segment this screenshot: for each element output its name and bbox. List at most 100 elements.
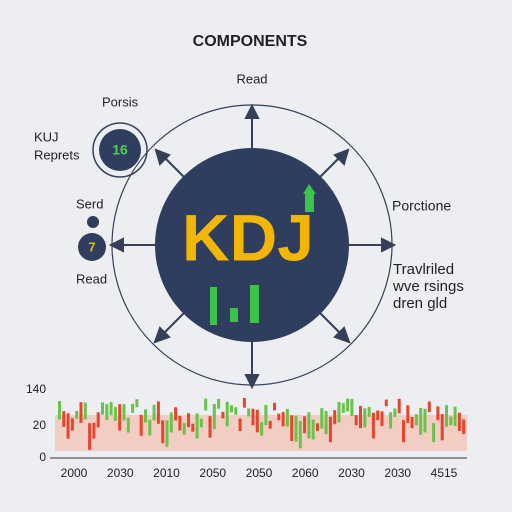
candle — [419, 407, 423, 435]
x-label: 2050 — [199, 466, 226, 480]
candle — [242, 398, 246, 408]
candle — [397, 398, 401, 414]
candle — [230, 405, 233, 413]
candle — [217, 398, 221, 409]
candle — [113, 407, 117, 421]
label: dren gld — [393, 295, 447, 312]
candle — [58, 401, 61, 420]
label: KUJ — [34, 129, 59, 144]
candle — [410, 417, 414, 429]
candle — [66, 413, 70, 439]
candle — [350, 398, 354, 417]
candle — [281, 412, 285, 427]
candle — [148, 419, 152, 436]
candle — [376, 410, 380, 421]
label: Reprets — [34, 147, 80, 162]
candle — [393, 408, 397, 417]
candle — [316, 423, 319, 431]
x-label: 2030 — [384, 466, 411, 480]
y-label: 0 — [39, 450, 46, 464]
candle — [255, 409, 259, 433]
candle — [234, 407, 238, 415]
candle — [333, 410, 337, 425]
center-circle — [155, 148, 349, 342]
candle — [432, 423, 436, 443]
label: Porsis — [102, 94, 139, 109]
candle — [131, 403, 135, 413]
candle — [320, 408, 324, 429]
center-label: KDJ — [182, 200, 314, 274]
badge — [99, 129, 141, 171]
candle — [144, 409, 147, 423]
candle — [453, 406, 457, 427]
x-label: 2050 — [246, 466, 273, 480]
label: wve rsings — [392, 278, 464, 295]
candle — [354, 415, 358, 426]
candle — [457, 412, 461, 431]
candle — [462, 419, 466, 435]
candle — [303, 416, 307, 434]
candle — [122, 404, 126, 421]
candle — [298, 421, 302, 449]
candle — [363, 408, 367, 428]
candle — [247, 408, 251, 417]
candle — [105, 404, 109, 420]
badge-ring — [92, 122, 148, 178]
candle — [161, 420, 165, 444]
candle — [251, 408, 255, 426]
candle — [92, 422, 96, 439]
candles — [210, 184, 316, 325]
candle — [294, 415, 298, 442]
candle — [346, 398, 350, 412]
candle — [324, 411, 328, 435]
candle — [101, 402, 104, 415]
candle — [174, 407, 178, 421]
label: Serd — [76, 196, 103, 211]
candle — [187, 413, 190, 428]
candle — [169, 412, 173, 433]
title: COMPONENTS — [193, 33, 308, 50]
candle — [273, 402, 276, 411]
candle — [337, 402, 341, 423]
candle — [139, 414, 143, 436]
candle — [195, 413, 199, 439]
candle — [277, 413, 281, 421]
candle — [118, 404, 122, 431]
candle — [152, 404, 156, 421]
candle — [436, 406, 440, 421]
candle — [359, 405, 362, 429]
candle — [191, 423, 195, 432]
candle — [126, 417, 130, 433]
candle — [96, 412, 100, 428]
y-label: 140 — [26, 382, 46, 396]
candle — [307, 412, 311, 439]
candle — [182, 422, 186, 435]
x-label: 2000 — [61, 466, 88, 480]
badge — [78, 233, 106, 261]
candle — [380, 411, 384, 427]
x-label: 2030 — [338, 466, 365, 480]
candle — [445, 405, 448, 427]
candle — [88, 423, 92, 450]
arrows — [108, 103, 397, 390]
candle — [406, 405, 410, 424]
label: Porctione — [392, 198, 451, 214]
candle — [264, 404, 268, 426]
candle — [414, 414, 418, 426]
x-label: 2030 — [107, 466, 134, 480]
candle — [260, 422, 264, 436]
candle — [212, 403, 216, 430]
candle — [427, 401, 431, 413]
candle — [221, 411, 225, 419]
candle — [311, 419, 315, 440]
candle — [83, 402, 87, 420]
y-label: 20 — [33, 418, 47, 432]
candle — [423, 408, 427, 433]
candle — [367, 406, 371, 417]
candle — [109, 401, 113, 416]
candle — [165, 420, 169, 447]
candle — [285, 408, 289, 427]
candle — [79, 402, 83, 423]
candle — [70, 418, 74, 431]
